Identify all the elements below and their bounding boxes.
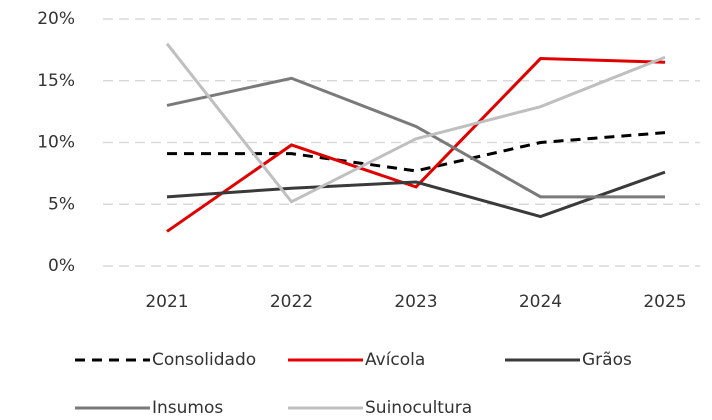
series-line [166,170,666,219]
legend-label: Insumos [152,398,223,418]
series-line [166,57,666,233]
series-line [165,42,666,204]
x-tick-label: 2022 [270,292,313,312]
y-tick-label: 15% [37,71,75,91]
y-tick-label: 10% [37,133,75,153]
legend-label: Avícola [365,350,425,370]
x-tick-label: 2025 [643,292,686,312]
x-tick-label: 2024 [519,292,562,312]
y-tick-label: 5% [48,194,75,214]
legend-label: Consolidado [152,350,256,370]
y-tick-label: 0% [48,256,75,276]
x-tick-label: 2023 [394,292,437,312]
series-line [166,76,665,199]
x-tick-label: 2021 [145,292,188,312]
legend-label: Suinocultura [365,398,472,418]
y-tick-label: 20% [37,9,75,29]
legend-label: Grãos [582,350,632,370]
